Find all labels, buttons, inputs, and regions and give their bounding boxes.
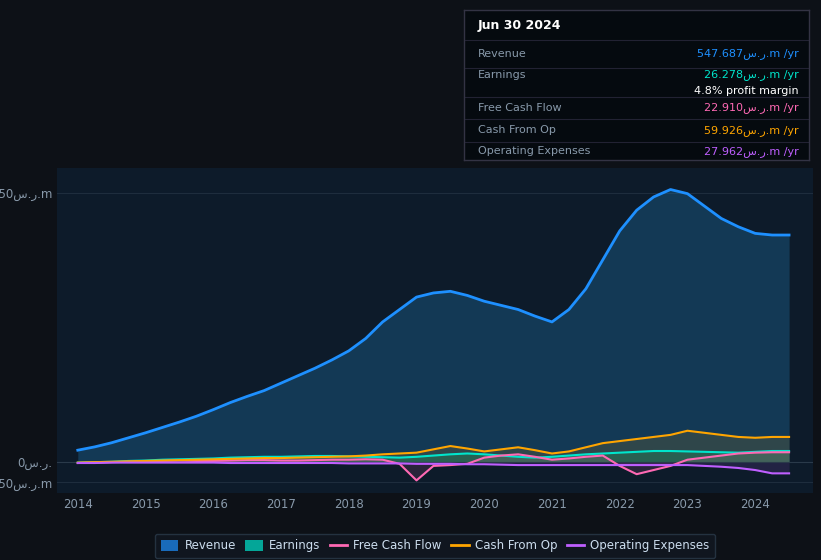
Text: Revenue: Revenue [478,49,526,59]
Legend: Revenue, Earnings, Free Cash Flow, Cash From Op, Operating Expenses: Revenue, Earnings, Free Cash Flow, Cash … [155,534,715,558]
Text: Jun 30 2024: Jun 30 2024 [478,18,562,31]
Text: 27.962س.ر.m /yr: 27.962س.ر.m /yr [704,146,798,157]
Text: 59.926س.ر.m /yr: 59.926س.ر.m /yr [704,125,798,136]
Text: 26.278س.ر.m /yr: 26.278س.ر.m /yr [704,69,798,80]
Text: Cash From Op: Cash From Op [478,125,556,136]
Text: 22.910س.ر.m /yr: 22.910س.ر.m /yr [704,102,798,113]
Text: Free Cash Flow: Free Cash Flow [478,103,562,113]
Text: Operating Expenses: Operating Expenses [478,146,590,156]
Text: 4.8% profit margin: 4.8% profit margin [694,86,798,96]
Text: 547.687س.ر.m /yr: 547.687س.ر.m /yr [696,48,798,59]
Text: Earnings: Earnings [478,70,526,80]
